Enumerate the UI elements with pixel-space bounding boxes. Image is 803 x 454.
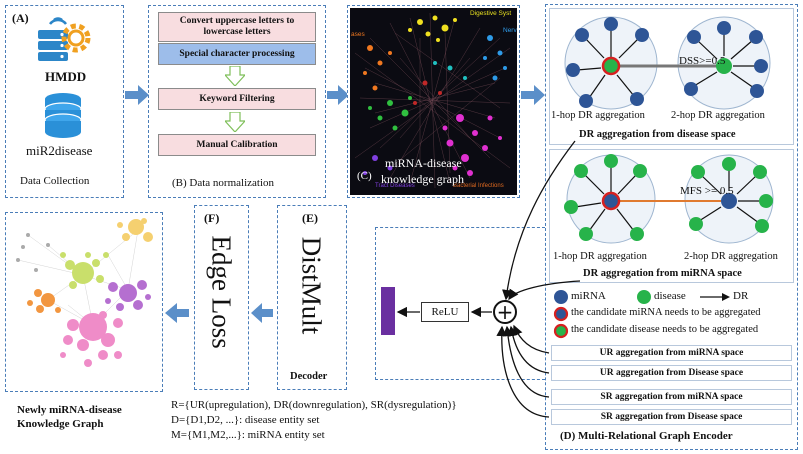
sum-node: +	[493, 300, 517, 324]
flow-arrow-f-output	[165, 303, 189, 323]
step-keyword-filtering: Keyword Filtering	[158, 88, 316, 110]
panel-d-graph-encoder	[545, 4, 798, 450]
relu-box: ReLU	[421, 302, 469, 322]
step-convert-uppercase: Convert uppercase letters to lowercase l…	[158, 12, 316, 42]
kg-tag-nerv: Nerv	[503, 27, 517, 34]
legend-candidate-mirna-label: the candidate miRNA needs to be aggregat…	[571, 307, 761, 318]
note-disease-set: D={D1,D2, ...}: disease entity set	[171, 414, 320, 426]
step-arrow-2	[225, 112, 245, 132]
panel-e-label: (E)	[302, 211, 318, 225]
sum-symbol: +	[496, 300, 514, 324]
mirna-2hop-caption: 2-hop DR aggregation	[684, 251, 778, 262]
panel-d-caption: (D) Multi-Relational Graph Encoder	[560, 430, 733, 442]
mfs-threshold-label: MFS >= 0.5	[680, 185, 734, 197]
panel-f-edge-loss	[194, 205, 249, 390]
knowledge-graph-image	[350, 8, 517, 195]
disease-1hop-caption: 1-hop DR aggregation	[551, 110, 645, 121]
legend-candidate-mirna-icon	[553, 306, 569, 322]
kg-title-line2: knowledge graph	[381, 172, 464, 186]
kg-tag-tract: Tract Diseases	[375, 183, 415, 189]
sr-mirna-row: SR aggregation from miRNA space	[551, 389, 792, 405]
note-relation-set: R={UR(upregulation), DR(downregulation),…	[171, 399, 457, 411]
disease-2hop-caption: 2-hop DR aggregation	[671, 110, 765, 121]
ur-mirna-row: UR aggregation from miRNA space	[551, 345, 792, 361]
disease-space-graph	[564, 16, 771, 110]
source-hmdd: HMDD	[45, 69, 87, 84]
source-mir2disease: miR2disease	[26, 143, 93, 158]
note-mirna-set: M={M1,M2,...}: miRNA entity set	[171, 429, 325, 441]
flow-arrow-a-b	[125, 85, 149, 105]
panel-a-label: (A)	[12, 11, 29, 25]
edge-loss-title: Edge Loss	[206, 235, 237, 349]
new-knowledge-graph-image	[16, 218, 153, 367]
kg-tag-digestive: Digestive Syst	[470, 10, 512, 17]
legend-mirna-icon	[554, 290, 568, 304]
panel-c-label: (C)	[357, 170, 372, 182]
aggregation-region	[375, 227, 545, 380]
step-special-character: Special character processing	[158, 43, 316, 65]
kg-tag-infections: Bacterial Infections	[453, 183, 504, 189]
mirna-space-graph	[564, 154, 774, 244]
panel-a-caption: Data Collection	[20, 175, 90, 187]
flow-arrow-b-c	[327, 85, 349, 105]
flow-arrow-c-d	[521, 85, 545, 105]
legend-candidate-disease-icon	[553, 323, 569, 339]
database-cylinder-icon	[44, 93, 82, 138]
mirna-1hop-caption: 1-hop DR aggregation	[553, 251, 647, 262]
output-title-line2: Knowledge Graph	[17, 418, 104, 430]
panel-e-decoder	[277, 205, 347, 390]
legend-disease-icon	[637, 290, 651, 304]
distmult-title: DistMult	[296, 236, 327, 335]
output-panel	[5, 212, 163, 392]
mirna-space-title: DR aggregation from miRNA space	[583, 268, 742, 279]
relu-bar	[381, 287, 395, 335]
legend-mirna-label: miRNA	[571, 290, 606, 302]
panel-f-label: (F)	[204, 211, 220, 225]
sr-disease-row: SR aggregation from Disease space	[551, 409, 792, 425]
legend-dr-label: DR	[733, 290, 749, 302]
panel-b-data-normalization	[148, 5, 326, 198]
relu-label: ReLU	[431, 306, 459, 318]
legend-disease-label: disease	[654, 290, 686, 302]
output-title-line1: Newly miRNA-disease	[17, 404, 122, 416]
legend-candidate-disease-label: the candidate disease needs to be aggreg…	[571, 324, 759, 335]
decoder-caption: Decoder	[290, 371, 328, 382]
disease-space-box	[549, 8, 794, 145]
database-server-icon	[38, 17, 91, 61]
mirna-space-box	[549, 149, 794, 283]
legend-dr-arrow-icon	[700, 293, 730, 301]
panel-a-data-collection	[5, 5, 124, 198]
step-manual-calibration: Manual Calibration	[158, 134, 316, 156]
ur-disease-row: UR aggregation from Disease space	[551, 365, 792, 381]
step-arrow-1	[225, 66, 245, 86]
panel-b-caption: (B) Data normalization	[172, 177, 275, 189]
kg-tag-ases: ases	[351, 31, 365, 38]
disease-space-title: DR aggregation from disease space	[579, 129, 736, 140]
flow-arrow-e-f	[251, 303, 273, 323]
kg-title-line1: miRNA-disease	[385, 156, 462, 170]
dss-threshold-label: DSS>=0.5	[679, 55, 726, 67]
